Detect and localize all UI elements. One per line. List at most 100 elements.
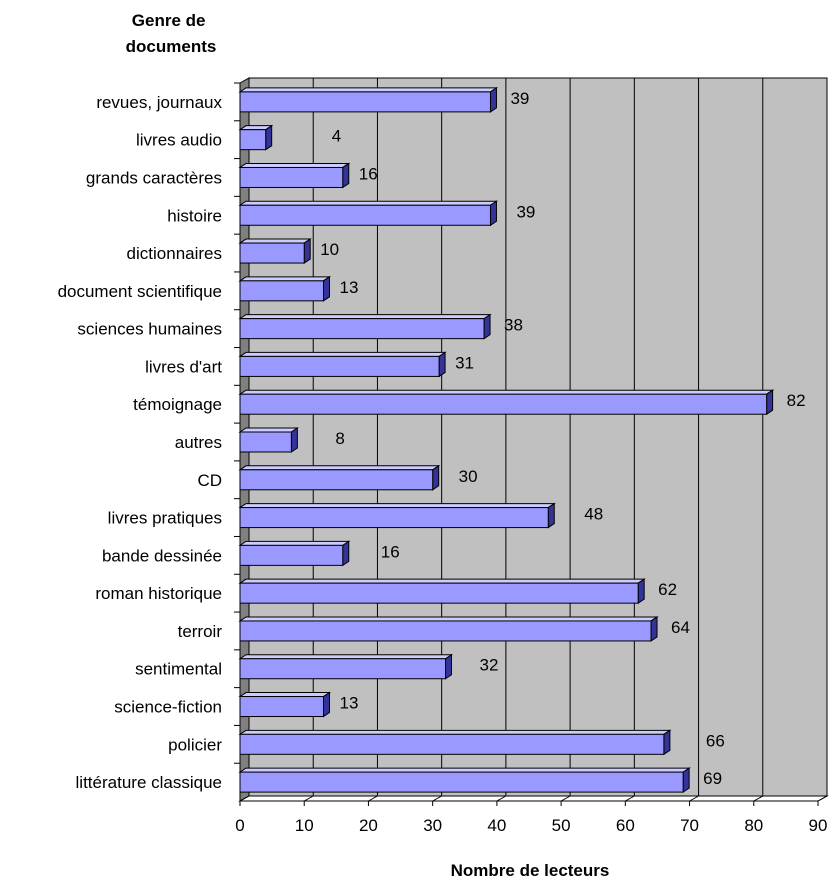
data-label: 64 — [671, 618, 690, 637]
bar-top — [238, 503, 556, 509]
bar-side — [265, 124, 273, 151]
bar-top — [238, 578, 646, 584]
data-label: 8 — [335, 429, 344, 448]
bar-top — [238, 616, 659, 622]
x-tick-label: 0 — [235, 816, 244, 835]
bar-side — [483, 313, 491, 340]
bar-side — [489, 200, 497, 227]
bar-side — [432, 464, 440, 491]
category-label: document scientifique — [58, 282, 222, 301]
x-tick-label: 40 — [487, 816, 506, 835]
data-label: 31 — [455, 353, 474, 372]
bar — [239, 91, 491, 113]
plot-area: 0 10 20 30 40 50 60 70 80 90 revues, journaux 39 liv… — [58, 77, 829, 835]
data-label: 69 — [703, 769, 722, 788]
category-label: grands caractères — [86, 168, 222, 187]
grid-floor-line — [303, 795, 314, 802]
bar — [239, 733, 665, 755]
category-label: science-fiction — [114, 698, 222, 717]
bar — [239, 242, 305, 264]
grid-floor-line — [625, 795, 635, 802]
x-tick-label: 20 — [359, 816, 378, 835]
data-label: 16 — [359, 164, 378, 183]
grid-floor-line — [560, 795, 571, 802]
bar-side — [303, 238, 311, 264]
grid-floor-line — [817, 795, 828, 802]
bar-top — [238, 729, 672, 735]
bar — [239, 318, 485, 340]
bar — [239, 355, 440, 377]
bar-top — [238, 767, 691, 773]
grid-floor-line — [239, 795, 250, 802]
data-label: 30 — [459, 467, 478, 486]
bar-side — [322, 691, 330, 718]
category-label: CD — [197, 471, 222, 490]
grid-floor-line — [368, 795, 378, 802]
x-tick-label: 60 — [616, 816, 635, 835]
data-label: 32 — [480, 656, 499, 675]
x-tick-label: 50 — [552, 816, 571, 835]
bar-side — [637, 578, 645, 605]
bar — [239, 771, 684, 793]
category-label: sentimental — [135, 660, 222, 679]
bar — [239, 658, 447, 680]
data-label: 39 — [516, 202, 535, 221]
bar-top — [238, 540, 351, 546]
bar-top — [238, 351, 447, 357]
bar-top — [238, 389, 775, 395]
x-tick-label: 10 — [295, 816, 314, 835]
category-label: histoire — [167, 206, 222, 225]
plot-floor — [238, 795, 829, 802]
x-tick-label: 30 — [423, 816, 442, 835]
bar-side — [650, 616, 658, 642]
bar — [239, 544, 344, 566]
category-label: littérature classique — [76, 773, 222, 792]
data-label: 66 — [706, 731, 725, 750]
data-label: 13 — [339, 694, 358, 713]
bar-top — [238, 87, 499, 93]
bar-side — [682, 767, 690, 794]
category-label: bande dessinée — [102, 546, 222, 565]
bar-top — [238, 200, 499, 206]
bar-top — [238, 238, 312, 244]
category-label: revues, journaux — [96, 93, 222, 112]
category-label: livres d'art — [145, 357, 222, 376]
bar-top — [238, 692, 332, 698]
bar-side — [322, 275, 330, 302]
bar-side — [342, 162, 350, 189]
category-label: témoignage — [133, 395, 222, 414]
y-axis-title: Genre de documents — [126, 11, 217, 56]
data-label: 10 — [320, 240, 339, 259]
bar-side — [445, 653, 453, 680]
bar — [239, 620, 652, 642]
bar-side — [766, 389, 774, 416]
data-label: 38 — [504, 316, 523, 335]
bar-side — [438, 351, 446, 378]
y-axis-title-line-2: documents — [126, 37, 217, 56]
grid-floor-line — [496, 795, 507, 802]
bar-top — [238, 162, 351, 168]
y-axis-title-line-1: Genre de — [132, 11, 206, 30]
data-label: 13 — [339, 278, 358, 297]
bar-side — [290, 427, 298, 453]
bar — [239, 469, 434, 491]
bar-side — [489, 86, 497, 113]
data-label: 82 — [787, 391, 806, 410]
data-label: 39 — [510, 89, 529, 108]
x-tick-label: 70 — [680, 816, 699, 835]
grid-floor-line — [432, 795, 442, 802]
x-tick-label: 90 — [809, 816, 828, 835]
bar — [239, 204, 491, 226]
x-tick-label: 80 — [744, 816, 763, 835]
category-label: terroir — [178, 622, 223, 641]
bar — [239, 431, 292, 453]
grid-floor-line — [753, 795, 764, 802]
category-label: policier — [168, 735, 222, 754]
bar-side — [547, 502, 555, 529]
grid-floor-line — [689, 795, 699, 802]
bar-side — [663, 729, 671, 756]
bar-top — [238, 654, 454, 660]
bar — [239, 507, 549, 529]
category-label: roman historique — [95, 584, 222, 603]
